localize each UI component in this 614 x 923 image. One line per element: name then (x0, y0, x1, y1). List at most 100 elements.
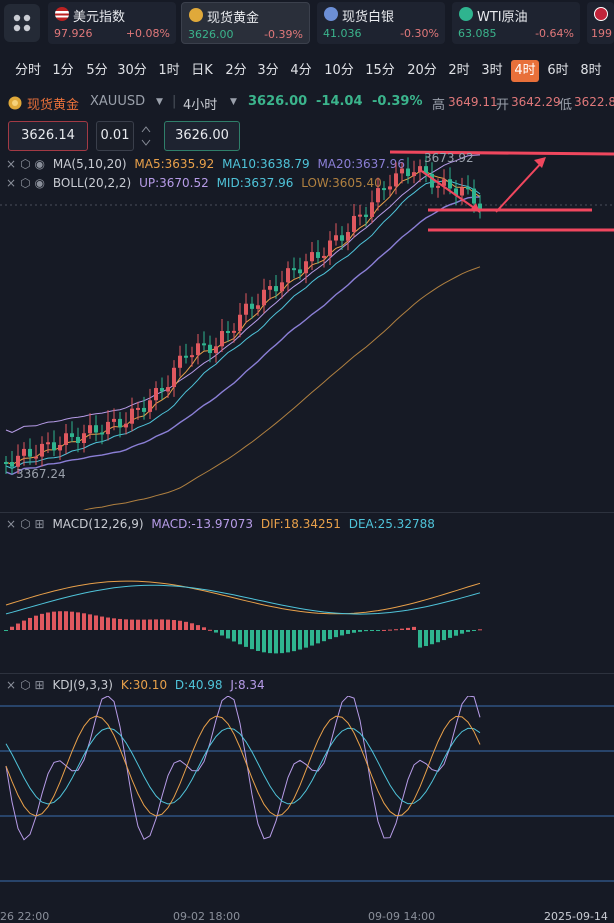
macd-bar (268, 630, 272, 654)
tab-timeframe[interactable]: 20分 (407, 63, 437, 78)
tab-timeframe[interactable]: 3时 (481, 63, 503, 78)
candle-body (364, 214, 368, 217)
ma20-value: MA20:3637.96 (317, 157, 405, 171)
macd-bar (244, 630, 248, 647)
dea-value: DEA:25.32788 (348, 517, 435, 531)
high-value: 3649.11 (448, 95, 498, 109)
tab-timeframe[interactable]: 5分 (86, 63, 108, 78)
ticker-uk[interactable]: 199 (587, 2, 614, 44)
macd-bar (88, 614, 92, 630)
macd-bar (256, 630, 260, 651)
ticker-spot-gold[interactable]: 现货黄金 3626.00 -0.39% (181, 2, 310, 44)
candle-body (388, 186, 392, 190)
lot-stepper[interactable] (136, 121, 156, 151)
tab-timeframe[interactable]: 8时 (580, 63, 602, 78)
pane-divider (0, 512, 614, 513)
macd-bar (190, 623, 194, 630)
chevron-down-icon[interactable]: ▼ (230, 97, 237, 107)
add-icon[interactable]: ⊞ (34, 517, 45, 531)
ma5-line (5, 170, 481, 465)
tab-timeframe[interactable]: 2时 (448, 63, 470, 78)
candle-body (166, 387, 170, 392)
macd-bar (298, 630, 302, 650)
macd-bar (196, 625, 200, 630)
close-icon[interactable]: × (6, 157, 17, 171)
tab-timeframe[interactable]: 30分 (117, 63, 147, 78)
candle-body (76, 436, 80, 443)
ticker-wti-oil[interactable]: WTI原油 63.085 -0.64% (452, 2, 580, 44)
dropdown-icon[interactable]: ▼ (156, 97, 163, 107)
kdj-chart[interactable] (0, 696, 614, 910)
candle-body (88, 425, 92, 434)
uk-flag-icon (594, 7, 608, 21)
ma-label: MA(5,10,20) (52, 157, 127, 171)
price-chart[interactable]: 3673.92 3367.24 (0, 140, 614, 510)
dif-value: DIF:18.34251 (260, 517, 341, 531)
dea-line (5, 584, 481, 615)
tab-timeframe[interactable]: 1分 (52, 63, 74, 78)
ticker-dollar-index[interactable]: 美元指数 97.926 +0.08% (48, 2, 176, 44)
annotation-down-arrow (419, 169, 481, 213)
settings-icon[interactable]: ⬡ (20, 157, 31, 171)
tab-timeframe[interactable]: 日K (191, 63, 213, 78)
period-label[interactable]: 4小时 (183, 98, 218, 113)
macd-bar (250, 630, 254, 650)
close-icon[interactable]: × (6, 176, 17, 190)
tab-timeframe[interactable]: 4时 (511, 60, 539, 82)
boll-mid-value: MID:3637.96 (216, 176, 294, 190)
tab-timeframe[interactable]: 15分 (365, 63, 395, 78)
candle-body (466, 187, 470, 190)
macd-bar (280, 630, 284, 654)
eye-icon[interactable]: ◉ (34, 176, 46, 190)
settings-icon[interactable]: ⬡ (20, 678, 31, 692)
tab-timeframe[interactable]: 2分 (225, 63, 247, 78)
candle-body (430, 173, 434, 188)
candle-body (460, 187, 464, 196)
macd-chart[interactable] (0, 535, 614, 675)
tab-timeframe[interactable]: 6时 (547, 63, 569, 78)
buy-price-box[interactable]: 3626.00 (164, 121, 240, 151)
add-icon[interactable]: ⊞ (34, 678, 45, 692)
candle-body (352, 215, 356, 233)
lot-size-input[interactable]: 0.01 (96, 121, 134, 151)
macd-bar (274, 630, 278, 654)
macd-bar (442, 630, 446, 641)
low-mark-label: 3367.24 (16, 467, 66, 481)
menu-button[interactable] (4, 4, 40, 42)
tab-timeframe[interactable]: 分时 (14, 63, 41, 78)
macd-bar (322, 630, 326, 642)
macd-bar (82, 613, 86, 630)
symbol-name[interactable]: 现货黄金 (27, 98, 80, 113)
tab-timeframe[interactable]: 4分 (290, 63, 312, 78)
macd-bar (166, 619, 170, 630)
sell-price-box[interactable]: 3626.14 (8, 121, 88, 151)
candle-body (184, 355, 188, 358)
tab-timeframe[interactable]: 10分 (324, 63, 354, 78)
tab-timeframe[interactable]: 1时 (158, 63, 180, 78)
candle-body (202, 343, 206, 346)
x-axis-label: 2025-09-14 (544, 910, 608, 923)
settings-icon[interactable]: ⬡ (20, 176, 31, 190)
candle-body (250, 303, 254, 309)
macd-histogram (4, 611, 482, 654)
candle-body (178, 355, 182, 368)
close-icon[interactable]: × (6, 678, 17, 692)
ticker-change: -0.39% (264, 28, 303, 41)
eye-icon[interactable]: ◉ (34, 157, 46, 171)
ticker-name: 现货黄金 (207, 11, 260, 26)
macd-bar (10, 626, 14, 630)
close-icon[interactable]: × (6, 517, 17, 531)
d-line (5, 727, 481, 805)
tab-timeframe[interactable]: 3分 (257, 63, 279, 78)
macd-bar (454, 630, 458, 636)
candle-body (160, 388, 164, 392)
us-flag-icon (55, 7, 69, 21)
macd-bar (436, 630, 440, 643)
macd-bar (208, 629, 212, 631)
macd-bar (148, 619, 152, 630)
candle-body (82, 433, 86, 443)
candle-body (154, 388, 158, 401)
ticker-spot-silver[interactable]: 现货白银 41.036 -0.30% (317, 2, 445, 44)
settings-icon[interactable]: ⬡ (20, 517, 31, 531)
stepper-arrows-icon[interactable] (136, 121, 156, 151)
